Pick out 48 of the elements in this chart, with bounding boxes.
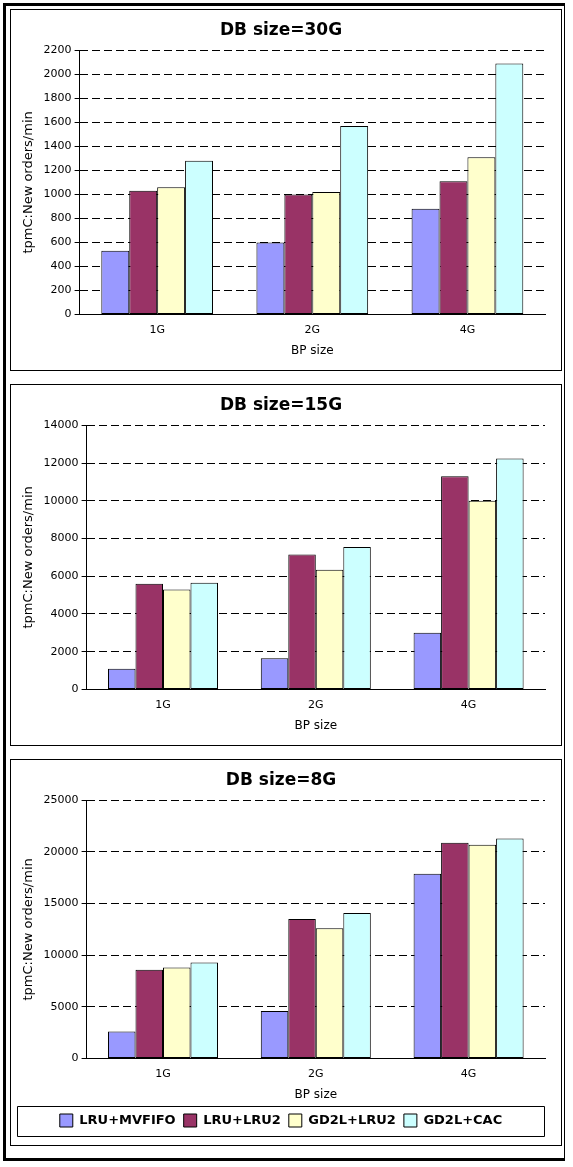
y-tick-label: 0 (71, 1051, 79, 1065)
y-tick-label: 5000 (50, 999, 79, 1013)
y-tick-label: 20000 (43, 844, 79, 858)
legend-label: GD2L+LRU2 (308, 1111, 396, 1127)
y-tick-label: 1400 (43, 139, 72, 153)
x-tick-label: 1G (149, 322, 165, 336)
y-tick-label: 1200 (43, 163, 72, 177)
y-tick-label: 1600 (43, 115, 72, 129)
y-tick-label: 10000 (43, 493, 79, 507)
y-tick-label: 15000 (43, 896, 79, 910)
legend-label: LRU+LRU2 (203, 1111, 281, 1127)
y-tick-label: 12000 (43, 455, 79, 469)
x-tick-label: 2G (308, 1066, 324, 1080)
y-tick-label: 2200 (43, 43, 72, 57)
x-tick-label: 2G (304, 322, 321, 336)
y-tick-label: 0 (64, 307, 72, 321)
x-axis-title: BP size (291, 342, 334, 357)
y-tick-label: 8000 (50, 531, 79, 545)
x-tick-label: 4G (460, 1066, 477, 1080)
y-axis-title: tpmC:New orders/min (20, 486, 36, 629)
x-tick-label: 1G (155, 697, 171, 711)
y-tick-label: 10000 (43, 948, 79, 962)
y-tick-label: 25000 (43, 793, 79, 807)
y-tick-label: 4000 (50, 606, 79, 620)
y-tick-label: 400 (50, 259, 72, 273)
y-tick-label: 2000 (43, 67, 72, 81)
y-tick-label: 0 (71, 682, 79, 696)
chart-title: DB size=15G (219, 393, 343, 414)
y-tick-label: 200 (50, 283, 72, 297)
chart-title: DB size=8G (225, 768, 337, 789)
y-axis-title: tpmC:New orders/min (20, 858, 36, 1001)
y-tick-label: 14000 (43, 418, 79, 432)
x-tick-label: 1G (155, 1066, 171, 1080)
y-tick-label: 600 (50, 235, 72, 249)
y-tick-label: 800 (50, 211, 72, 225)
x-tick-label: 4G (460, 697, 477, 711)
x-tick-label: 2G (308, 697, 324, 711)
legend-label: LRU+MVFIFO (79, 1111, 176, 1127)
chart-title: DB size=30G (219, 18, 343, 39)
y-axis-title: tpmC:New orders/min (20, 111, 36, 254)
x-tick-label: 4G (459, 322, 476, 336)
legend-label: GD2L+CAC (423, 1111, 503, 1127)
y-tick-label: 6000 (50, 569, 79, 583)
x-axis-title: BP size (294, 1086, 338, 1101)
y-tick-label: 2000 (50, 644, 79, 658)
y-tick-label: 1800 (43, 91, 72, 105)
y-tick-label: 1000 (43, 187, 72, 201)
x-axis-title: BP size (294, 717, 338, 732)
